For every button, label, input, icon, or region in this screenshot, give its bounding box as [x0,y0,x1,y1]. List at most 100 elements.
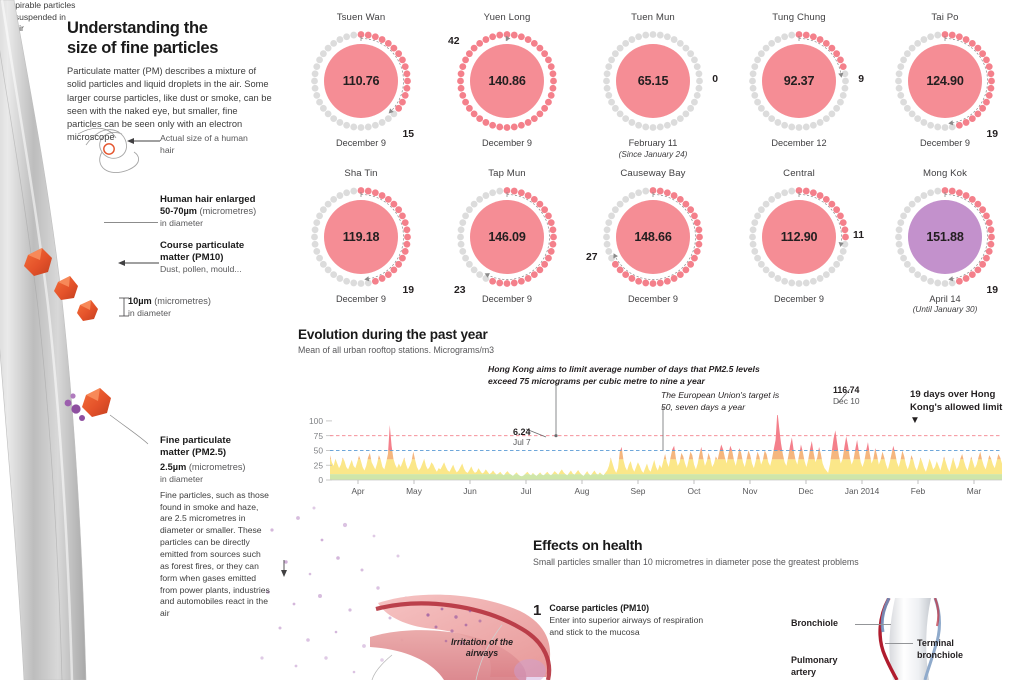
human-hair-illustration [0,0,149,680]
gauge-dot-filled [649,279,657,287]
gauge-dot-empty [757,50,765,58]
station-date-main: February 11 [628,138,678,148]
gauge-dot-filled [378,191,386,199]
gauge-dot-empty [324,44,332,52]
gauge-dot-filled [948,31,956,39]
gauge-dot-empty [914,115,922,123]
gauge-dot-filled [611,260,619,268]
gauge-dot-empty [754,254,761,262]
gauge-dot-empty [616,110,624,118]
gauge-dot-filled [536,44,544,52]
station-gauge: Tai Po 124.90 19 December 9 [872,12,1018,160]
gauge-dot-filled [459,63,467,71]
gauge-dot-filled [496,123,504,131]
gauge-dot-empty [319,50,327,58]
gauge-dot-empty [319,104,327,112]
chart-x-tick-label: Aug [575,486,590,496]
gauge-dot-empty [828,266,836,274]
gauge-dot-empty [833,104,841,112]
gauge-dot-empty [319,206,327,213]
gauge-dot-empty [751,247,759,255]
down-arrow-icon: ▼ [910,415,920,427]
gauge-dot-empty [934,187,942,195]
gauge-dot-empty [622,39,630,47]
gauge-ring: 110.76 15 [306,26,416,140]
gauge-dot-filled [979,206,987,213]
gauge-dot-empty [920,274,928,282]
station-value: 146.09 [488,229,526,244]
gauge-dot-filled [536,200,544,208]
gauge-dot-empty [927,277,935,285]
callout-arrow-pm10-icon [118,260,159,266]
gauge-dot-empty [927,121,935,129]
station-value: 92.37 [783,74,815,88]
gauge-dot-empty [908,266,916,274]
gauge-dot-filled [676,270,684,278]
chart-low-date: Jul 7 [513,437,531,447]
label-terminal-bronchiole: Terminal bronchiole [917,638,964,660]
gauge-dot-empty [350,279,358,287]
gauge-dot-filled [401,91,409,99]
chart-y-tick-label: 75 [314,431,324,441]
gauge-dot-empty [605,247,613,255]
gauge-ring: 65.15 0 [598,26,718,136]
gauge-dot-filled [482,36,490,43]
gauge-dot-filled [547,91,555,99]
gauge-dot-filled [663,277,671,285]
gauge-dot-filled [510,279,518,287]
gauge-dot-empty [687,104,695,112]
gauge-dot-empty [608,254,615,262]
gauge-dot-filled [987,70,995,78]
gauge-dot-filled [399,98,406,106]
station-value: 65.15 [637,74,669,88]
station-date: December 12 [726,138,872,150]
gauge-dot-filled [983,254,990,262]
chart-low-value: 6.24 [513,427,531,437]
gauge-dot-filled [524,119,532,126]
station-date-since: (Since January 24) [618,149,688,159]
gauge-dot-empty [757,104,765,112]
gauge-dot-filled [496,31,504,39]
gauge-dot-empty [603,84,611,92]
gauge-ring: 140.86 42 [448,26,562,136]
gauge-dot-empty [311,70,319,78]
gauge-dot-filled [941,186,949,194]
gauge-dot-empty [336,119,344,126]
gauge-dot-empty [695,84,703,92]
gauge-dot-empty [384,115,392,123]
gauge-dot-empty [908,44,916,52]
gauge-dot-empty [603,240,611,248]
gauge-dot-filled [802,187,810,195]
gauge-dot-filled [809,189,817,196]
gauge-dot-filled [510,123,518,131]
gauge-dot-empty [608,56,615,64]
gauge-dot-filled [530,115,538,123]
size-bracket-10um-icon [119,297,129,317]
gauge-dot-empty [350,187,358,195]
gauge-dot-empty [663,33,671,41]
gauge-inner-disc [908,199,982,274]
gauge-dot-empty [693,91,701,99]
gauge-dot-filled [371,189,379,196]
gauge-dot-filled [395,260,403,268]
gauge-dot-filled [795,186,803,194]
gauge-dot-empty [371,121,379,129]
gauge-dot-empty [622,195,630,203]
gauge-dot-empty [842,77,849,85]
lead-body: Particulate matter (PM) describes a mixt… [67,66,272,143]
health-title: Effects on health [533,537,643,553]
gauge-dot-empty [343,189,351,196]
gauge-dot-filled [550,77,557,85]
gauge-dot-filled [837,212,844,220]
gauge-dot-filled [541,206,549,213]
gauge-dot-empty [330,270,338,278]
gauge-dot-filled [987,240,995,248]
gauge-dot-empty [788,187,796,195]
gauge-dot-filled [628,274,636,282]
gauge-dot-filled [457,84,465,92]
gauge-dot-filled [517,33,525,41]
gauge-dot-empty [920,36,928,43]
gauge-dot-filled [987,84,995,92]
callout-pm10-body: Dust, pollen, mould... [160,263,242,274]
gauge-dot-filled [695,240,703,248]
